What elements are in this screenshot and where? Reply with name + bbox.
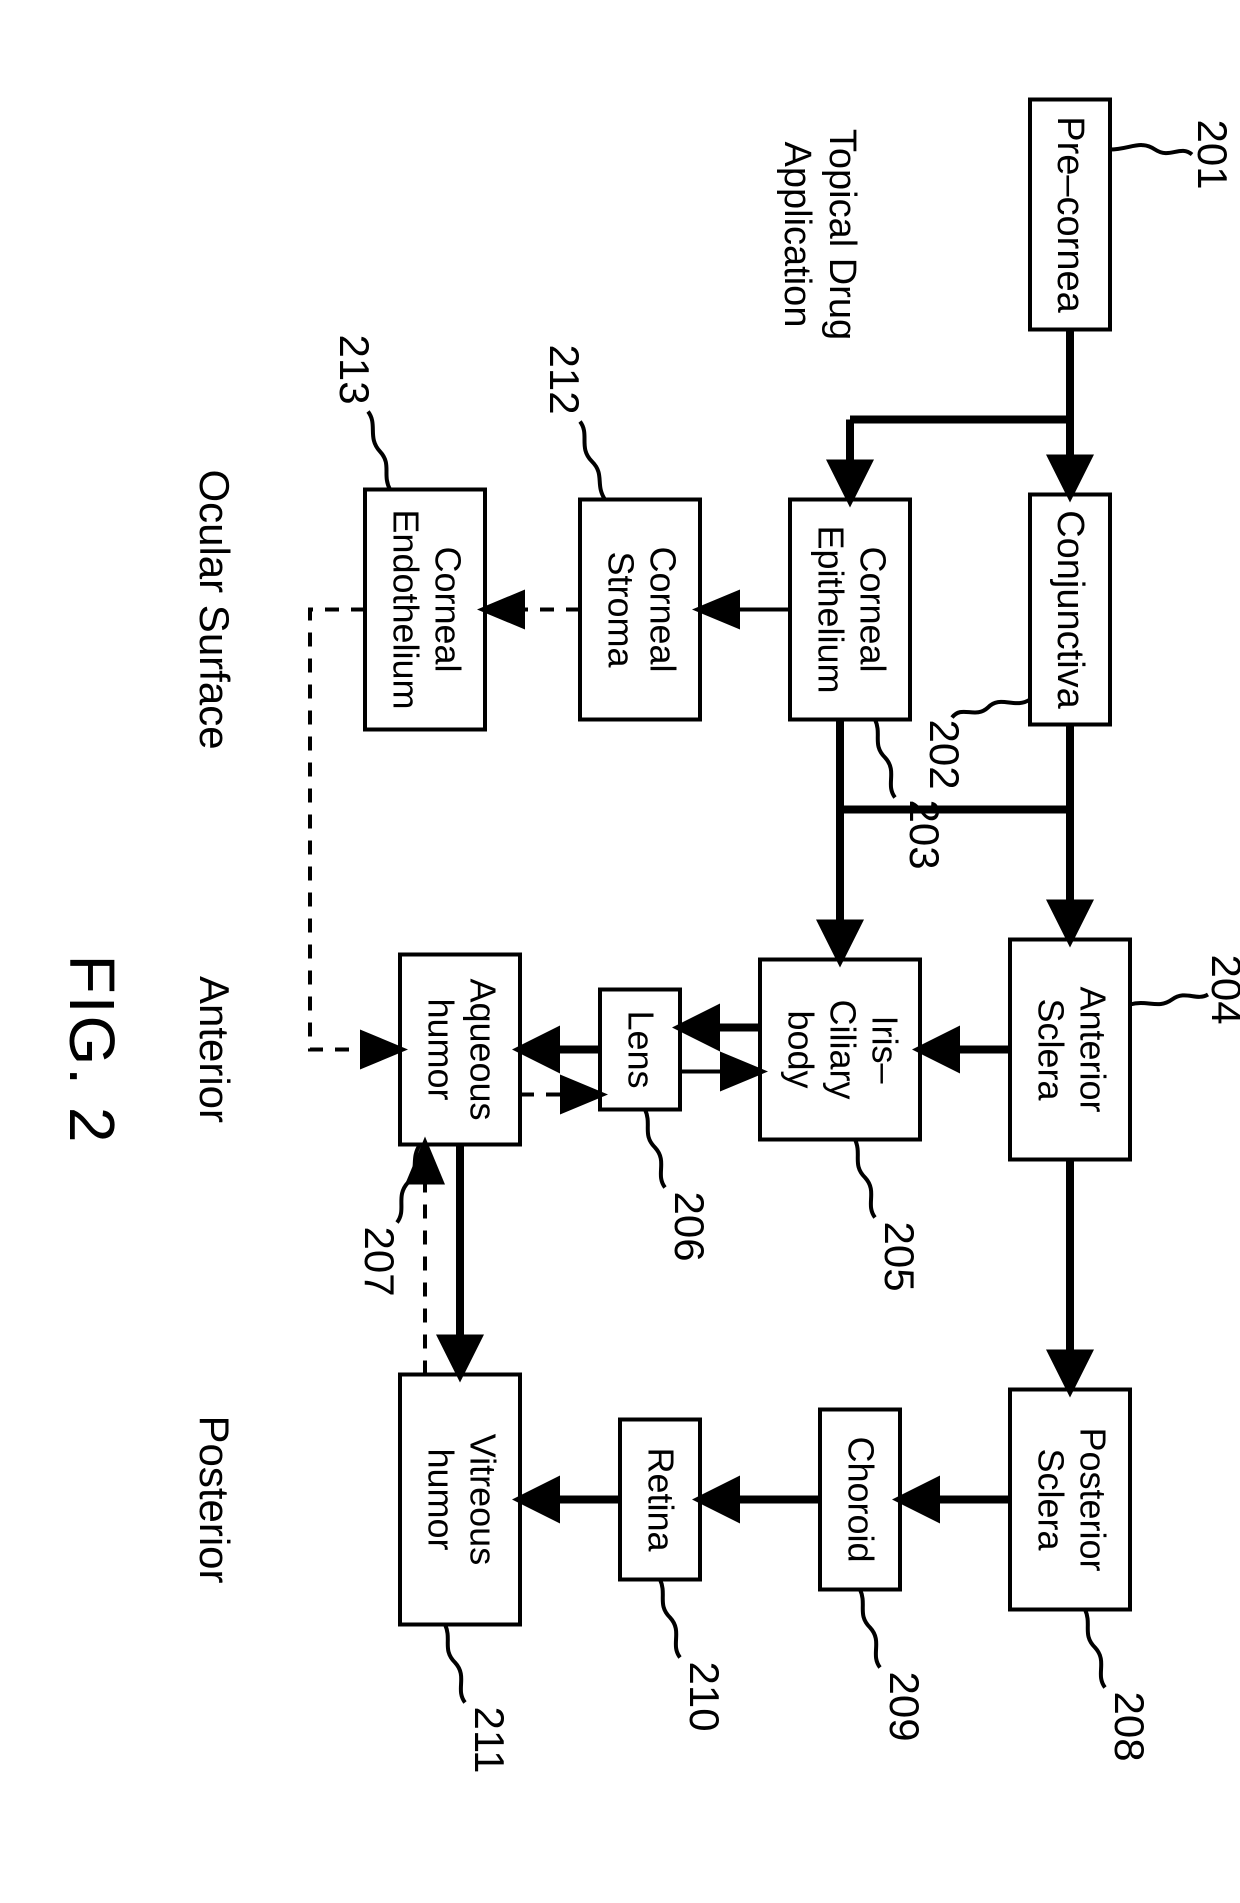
squiggle-209 xyxy=(860,1590,880,1668)
squiggle-205 xyxy=(855,1140,875,1218)
label-anterior-sclera-1: Anterior xyxy=(1072,986,1113,1112)
ref-206: 206 xyxy=(666,1192,713,1262)
ref-209: 209 xyxy=(881,1672,928,1742)
side-label-1: Topical Drug xyxy=(821,129,863,340)
region-anterior: Anterior xyxy=(191,976,238,1123)
ref-213: 213 xyxy=(331,335,378,405)
label-aqueous-1: Aqueous xyxy=(462,978,503,1120)
squiggle-203 xyxy=(875,720,895,798)
label-precornea: Pre–cornea xyxy=(1049,116,1091,313)
ref-210: 210 xyxy=(681,1662,728,1732)
label-conjunctiva: Conjunctiva xyxy=(1049,510,1091,709)
squiggle-213 xyxy=(368,412,390,490)
label-retina: Retina xyxy=(640,1447,681,1552)
label-posterior-sclera-2: Sclera xyxy=(1030,1448,1071,1551)
squiggle-212 xyxy=(580,422,605,500)
label-corneal-epithelium-2: Epithelium xyxy=(810,525,851,693)
label-iris-ciliary-1: Iris– xyxy=(864,1015,905,1083)
label-corneal-epithelium-1: Corneal xyxy=(852,546,893,672)
label-choroid: Choroid xyxy=(840,1436,881,1562)
figure-label: FIG. 2 xyxy=(56,955,128,1145)
rotated-canvas: Pre–cornea Conjunctiva Corneal Epitheliu… xyxy=(0,0,1240,1903)
label-posterior-sclera-1: Posterior xyxy=(1072,1427,1113,1571)
side-label-2: Application xyxy=(776,142,818,328)
squiggle-206 xyxy=(645,1110,665,1188)
ref-204: 204 xyxy=(1203,955,1240,1025)
squiggle-211 xyxy=(445,1625,465,1703)
label-vitreous-1: Vitreous xyxy=(462,1434,503,1565)
squiggle-202 xyxy=(952,700,1030,718)
ref-205: 205 xyxy=(876,1222,923,1292)
squiggle-204 xyxy=(1130,995,1208,1005)
label-aqueous-2: humor xyxy=(420,998,461,1100)
ref-211: 211 xyxy=(466,1707,513,1774)
ref-202: 202 xyxy=(921,720,968,790)
diagram-svg: Pre–cornea Conjunctiva Corneal Epitheliu… xyxy=(0,0,1240,1903)
label-corneal-endothelium-2: Endothelium xyxy=(385,509,426,709)
page: Pre–cornea Conjunctiva Corneal Epitheliu… xyxy=(0,0,1240,1903)
label-vitreous-2: humor xyxy=(420,1448,461,1550)
label-corneal-stroma-1: Corneal xyxy=(642,546,683,672)
region-posterior: Posterior xyxy=(191,1415,238,1583)
ref-208: 208 xyxy=(1106,1692,1153,1762)
label-iris-ciliary-3: body xyxy=(780,1010,821,1088)
ref-212: 212 xyxy=(541,345,588,415)
label-lens: Lens xyxy=(620,1010,661,1088)
squiggle-201 xyxy=(1110,145,1192,154)
label-anterior-sclera-2: Sclera xyxy=(1030,998,1071,1101)
squiggle-207 xyxy=(397,1145,420,1223)
label-corneal-stroma-2: Stroma xyxy=(600,551,641,668)
ref-203: 203 xyxy=(901,800,948,870)
ref-207: 207 xyxy=(356,1227,403,1297)
ref-201: 201 xyxy=(1189,120,1236,190)
region-ocular: Ocular Surface xyxy=(191,469,238,749)
label-corneal-endothelium-1: Corneal xyxy=(427,546,468,672)
label-iris-ciliary-2: Ciliary xyxy=(822,999,863,1099)
squiggle-208 xyxy=(1085,1610,1105,1688)
squiggle-210 xyxy=(660,1580,680,1658)
